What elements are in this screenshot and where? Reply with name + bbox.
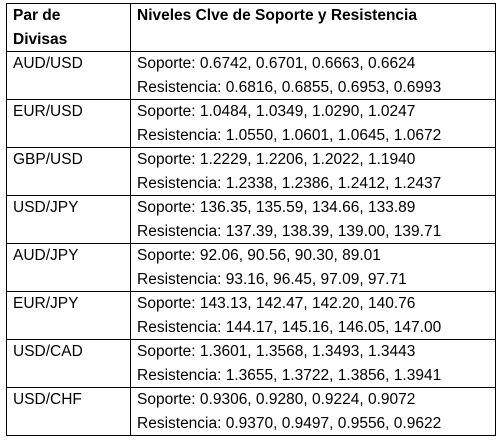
table-row: AUD/USD Soporte: 0.6742, 0.6701, 0.6663,… (6, 51, 496, 100)
levels-cell: Soporte: 0.6742, 0.6701, 0.6663, 0.6624 … (130, 51, 496, 100)
support-levels: Soporte: 0.9306, 0.9280, 0.9224, 0.9072 (137, 391, 416, 408)
levels-cell: Soporte: 1.2229, 1.2206, 1.2022, 1.1940 … (130, 147, 496, 196)
table-row: GBP/USD Soporte: 1.2229, 1.2206, 1.2022,… (6, 147, 496, 196)
table-row: USD/JPY Soporte: 136.35, 135.59, 134.66,… (6, 195, 496, 244)
support-levels: Soporte: 92.06, 90.56, 90.30, 89.01 (137, 247, 381, 264)
table-row: EUR/USD Soporte: 1.0484, 1.0349, 1.0290,… (6, 99, 496, 148)
levels-table: Par de Divisas Niveles Clve de Soporte y… (6, 3, 496, 436)
resistance-levels: Resistencia: 1.2338, 1.2386, 1.2412, 1.2… (137, 174, 442, 192)
header-levels-label: Niveles Clve de Soporte y Resistencia (137, 7, 417, 24)
support-levels: Soporte: 0.6742, 0.6701, 0.6663, 0.6624 (137, 55, 416, 72)
table-row: AUD/JPY Soporte: 92.06, 90.56, 90.30, 89… (6, 243, 496, 292)
header-levels-cell: Niveles Clve de Soporte y Resistencia (130, 3, 496, 52)
table-row: USD/CHF Soporte: 0.9306, 0.9280, 0.9224,… (6, 387, 496, 436)
table-row: USD/CAD Soporte: 1.3601, 1.3568, 1.3493,… (6, 339, 496, 388)
pair-cell: USD/CHF (6, 387, 131, 436)
resistance-levels: Resistencia: 144.17, 145.16, 146.05, 147… (137, 318, 442, 336)
pair-cell: USD/JPY (6, 195, 131, 244)
levels-cell: Soporte: 0.9306, 0.9280, 0.9224, 0.9072 … (130, 387, 496, 436)
pair-cell: EUR/USD (6, 99, 131, 148)
resistance-levels: Resistencia: 137.39, 138.39, 139.00, 139… (137, 222, 442, 240)
levels-cell: Soporte: 143.13, 142.47, 142.20, 140.76 … (130, 291, 496, 340)
resistance-levels: Resistencia: 0.6816, 0.6855, 0.6953, 0.6… (137, 78, 442, 96)
levels-cell: Soporte: 92.06, 90.56, 90.30, 89.01 Resi… (130, 243, 496, 292)
header-pair-line1: Par de (13, 7, 61, 24)
resistance-levels: Resistencia: 0.9370, 0.9497, 0.9556, 0.9… (137, 414, 442, 432)
header-row: Par de Divisas Niveles Clve de Soporte y… (6, 3, 496, 52)
header-pair-line2: Divisas (13, 30, 68, 48)
pair-cell: AUD/JPY (6, 243, 131, 292)
table-row: EUR/JPY Soporte: 143.13, 142.47, 142.20,… (6, 291, 496, 340)
pair-cell: AUD/USD (6, 51, 131, 100)
support-levels: Soporte: 143.13, 142.47, 142.20, 140.76 (137, 295, 416, 312)
levels-cell: Soporte: 1.0484, 1.0349, 1.0290, 1.0247 … (130, 99, 496, 148)
support-levels: Soporte: 1.3601, 1.3568, 1.3493, 1.3443 (137, 343, 416, 360)
pair-cell: GBP/USD (6, 147, 131, 196)
resistance-levels: Resistencia: 93.16, 96.45, 97.09, 97.71 (137, 270, 407, 288)
resistance-levels: Resistencia: 1.0550, 1.0601, 1.0645, 1.0… (137, 126, 442, 144)
support-levels: Soporte: 136.35, 135.59, 134.66, 133.89 (137, 199, 416, 216)
support-levels: Soporte: 1.2229, 1.2206, 1.2022, 1.1940 (137, 151, 416, 168)
pair-cell: EUR/JPY (6, 291, 131, 340)
support-levels: Soporte: 1.0484, 1.0349, 1.0290, 1.0247 (137, 103, 416, 120)
levels-cell: Soporte: 136.35, 135.59, 134.66, 133.89 … (130, 195, 496, 244)
pair-cell: USD/CAD (6, 339, 131, 388)
header-pair-cell: Par de Divisas (6, 3, 131, 52)
resistance-levels: Resistencia: 1.3655, 1.3722, 1.3856, 1.3… (137, 366, 442, 384)
levels-cell: Soporte: 1.3601, 1.3568, 1.3493, 1.3443 … (130, 339, 496, 388)
